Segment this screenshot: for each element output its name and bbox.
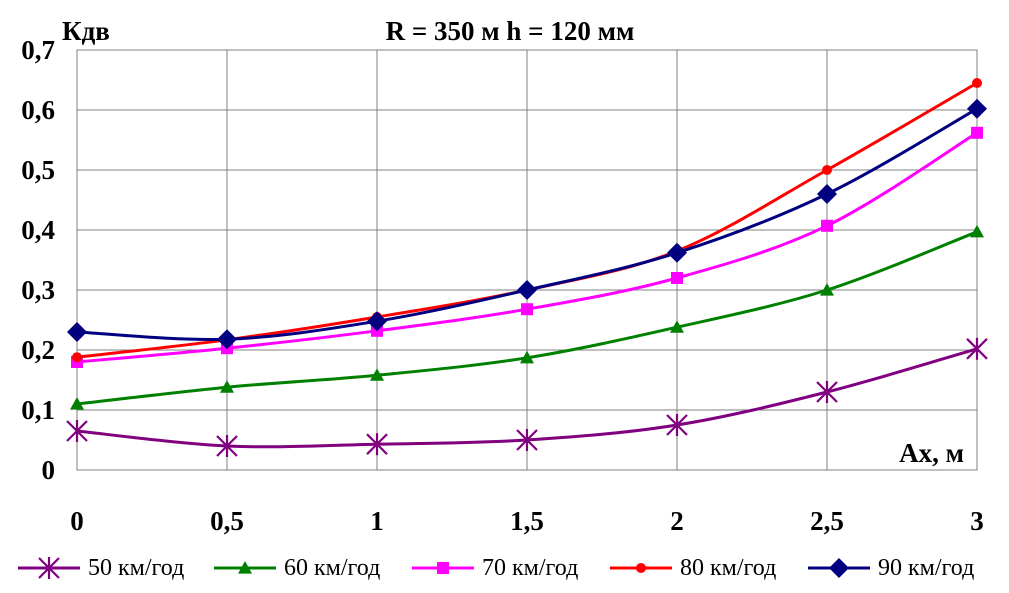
data-point	[967, 98, 987, 119]
legend-label: 70 км/год	[482, 554, 579, 581]
data-point	[829, 558, 849, 578]
x-tick-label: 2	[670, 506, 684, 536]
data-point	[217, 329, 237, 350]
data-point	[66, 420, 88, 442]
legend-swatch	[18, 557, 80, 579]
y-tick-label: 0,4	[21, 215, 55, 245]
data-point	[971, 126, 983, 139]
legend-item: 60 км/год	[212, 548, 380, 588]
data-point	[670, 320, 684, 333]
legend-swatch	[412, 562, 474, 574]
data-point	[970, 224, 984, 238]
series-group	[66, 78, 988, 457]
grid	[76, 49, 978, 471]
data-point	[520, 350, 534, 364]
legend-label: 50 км/год	[88, 554, 185, 581]
series-90-км/год	[67, 98, 987, 350]
legend-swatch	[808, 558, 870, 578]
data-point	[636, 563, 646, 573]
tick-labels: 0 0,1 0,2 0,3 0,4 0,5 0,6 0,7 0 0,5 1 1,5 2 2,5 3	[21, 35, 984, 536]
series-50-км/год	[66, 337, 988, 457]
data-point	[67, 322, 87, 342]
data-point	[517, 280, 537, 300]
data-point	[437, 562, 449, 574]
data-point	[666, 414, 688, 436]
line-chart: 0 0,1 0,2 0,3 0,4 0,5 0,6 0,7 0 0,5 1 1,5 2 2,5 3 R = …	[21, 16, 988, 536]
y-tick-label: 0	[42, 455, 56, 485]
data-point	[366, 433, 388, 456]
x-tick-label: 1	[370, 506, 384, 536]
data-point	[972, 78, 982, 88]
data-point	[821, 219, 833, 232]
data-point	[70, 397, 84, 410]
legend-item: 80 км/год	[608, 548, 776, 588]
x-tick-label: 3	[970, 506, 984, 536]
legend-label: 80 км/год	[680, 554, 777, 581]
x-tick-label: 0,5	[210, 506, 244, 536]
y-tick-label: 0,1	[21, 395, 55, 425]
data-point	[38, 557, 60, 579]
y-tick-label: 0,2	[21, 335, 55, 365]
legend: 50 км/год 60 км/год 70 км/год 80 км/год 90 к…	[0, 548, 1009, 588]
data-point	[667, 242, 687, 263]
legend-item: 90 км/год	[806, 548, 974, 588]
data-point	[370, 368, 384, 381]
data-point	[521, 303, 533, 316]
legend-item: 70 км/год	[410, 548, 578, 588]
data-point	[816, 381, 838, 403]
y-axis-label: Кдв	[62, 16, 110, 46]
y-tick-label: 0,7	[21, 35, 55, 65]
x-axis-label: Ах, м	[899, 438, 964, 468]
legend-item: 50 км/год	[16, 548, 184, 588]
chart-title: R = 350 м h = 120 мм	[386, 16, 635, 46]
legend-swatch	[214, 561, 276, 574]
data-point	[966, 337, 988, 360]
legend-label: 90 км/год	[878, 554, 975, 581]
data-point	[72, 352, 82, 363]
x-tick-label: 0	[70, 506, 84, 536]
y-tick-label: 0,6	[21, 95, 55, 125]
y-tick-label: 0,5	[21, 155, 55, 185]
series-60-км/год	[70, 224, 984, 410]
legend-swatch	[610, 563, 672, 573]
data-point	[220, 380, 234, 393]
x-tick-label: 2,5	[810, 506, 844, 536]
legend-label: 60 км/год	[284, 554, 381, 581]
data-point	[820, 283, 834, 296]
data-point	[822, 165, 832, 175]
data-point	[516, 429, 538, 451]
data-point	[671, 272, 683, 284]
data-point	[817, 184, 837, 204]
x-tick-label: 1,5	[510, 506, 544, 536]
data-point	[216, 435, 238, 457]
data-point	[238, 561, 252, 574]
data-point	[367, 311, 387, 332]
y-tick-label: 0,3	[21, 275, 55, 305]
